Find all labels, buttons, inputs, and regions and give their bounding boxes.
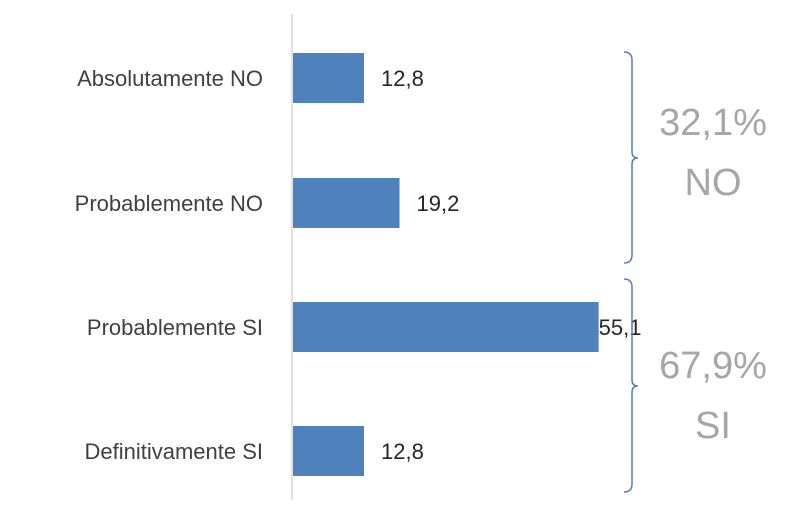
category-label: Probablemente NO: [75, 191, 263, 216]
bar: [293, 302, 599, 352]
category-label: Absolutamente NO: [77, 66, 263, 91]
value-label: 19,2: [417, 191, 460, 216]
group-name: NO: [685, 162, 742, 204]
bar: [293, 53, 364, 103]
value-label: 55,1: [599, 315, 642, 340]
group-percentage: 32,1%: [659, 102, 767, 144]
value-label: 12,8: [381, 66, 424, 91]
group-name: SI: [695, 405, 731, 447]
value-label: 12,8: [381, 439, 424, 464]
bar: [293, 178, 400, 228]
group-bracket: [623, 51, 639, 264]
bar: [293, 426, 364, 476]
category-label: Probablemente SI: [87, 315, 263, 340]
group-percentage: 67,9%: [659, 345, 767, 387]
category-label: Definitivamente SI: [84, 439, 263, 464]
group-bracket: [623, 278, 639, 493]
